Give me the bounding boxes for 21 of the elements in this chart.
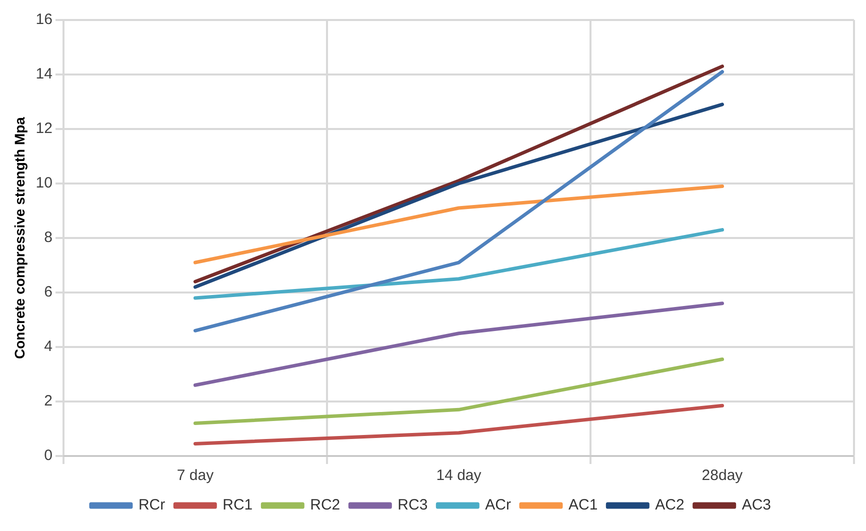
y-tick-label: 0 bbox=[44, 447, 52, 464]
x-tick-label: 14 day bbox=[436, 467, 482, 484]
y-tick-label: 6 bbox=[44, 284, 52, 301]
y-tick-label: 14 bbox=[36, 66, 52, 83]
legend-label: ACr bbox=[485, 496, 511, 514]
legend-label: AC3 bbox=[742, 496, 772, 514]
y-tick-label: 2 bbox=[44, 392, 52, 410]
x-tick-label: 28day bbox=[702, 467, 744, 484]
legend-label: RCr bbox=[138, 496, 166, 514]
legend-label: RC2 bbox=[310, 496, 340, 514]
y-tick-label: 16 bbox=[36, 11, 52, 28]
legend-label: AC1 bbox=[568, 496, 598, 514]
y-tick-label: 10 bbox=[36, 174, 52, 192]
y-tick-label: 12 bbox=[36, 120, 52, 138]
legend-label: RC1 bbox=[222, 496, 253, 514]
y-tick-label: 4 bbox=[44, 338, 52, 356]
y-tick-label: 8 bbox=[44, 229, 52, 246]
y-axis-title: Concrete compressive strength Mpa bbox=[11, 116, 28, 359]
x-tick-label: 7 day bbox=[176, 467, 214, 484]
legend-label: RC3 bbox=[398, 496, 428, 514]
legend-label: AC2 bbox=[655, 496, 684, 514]
